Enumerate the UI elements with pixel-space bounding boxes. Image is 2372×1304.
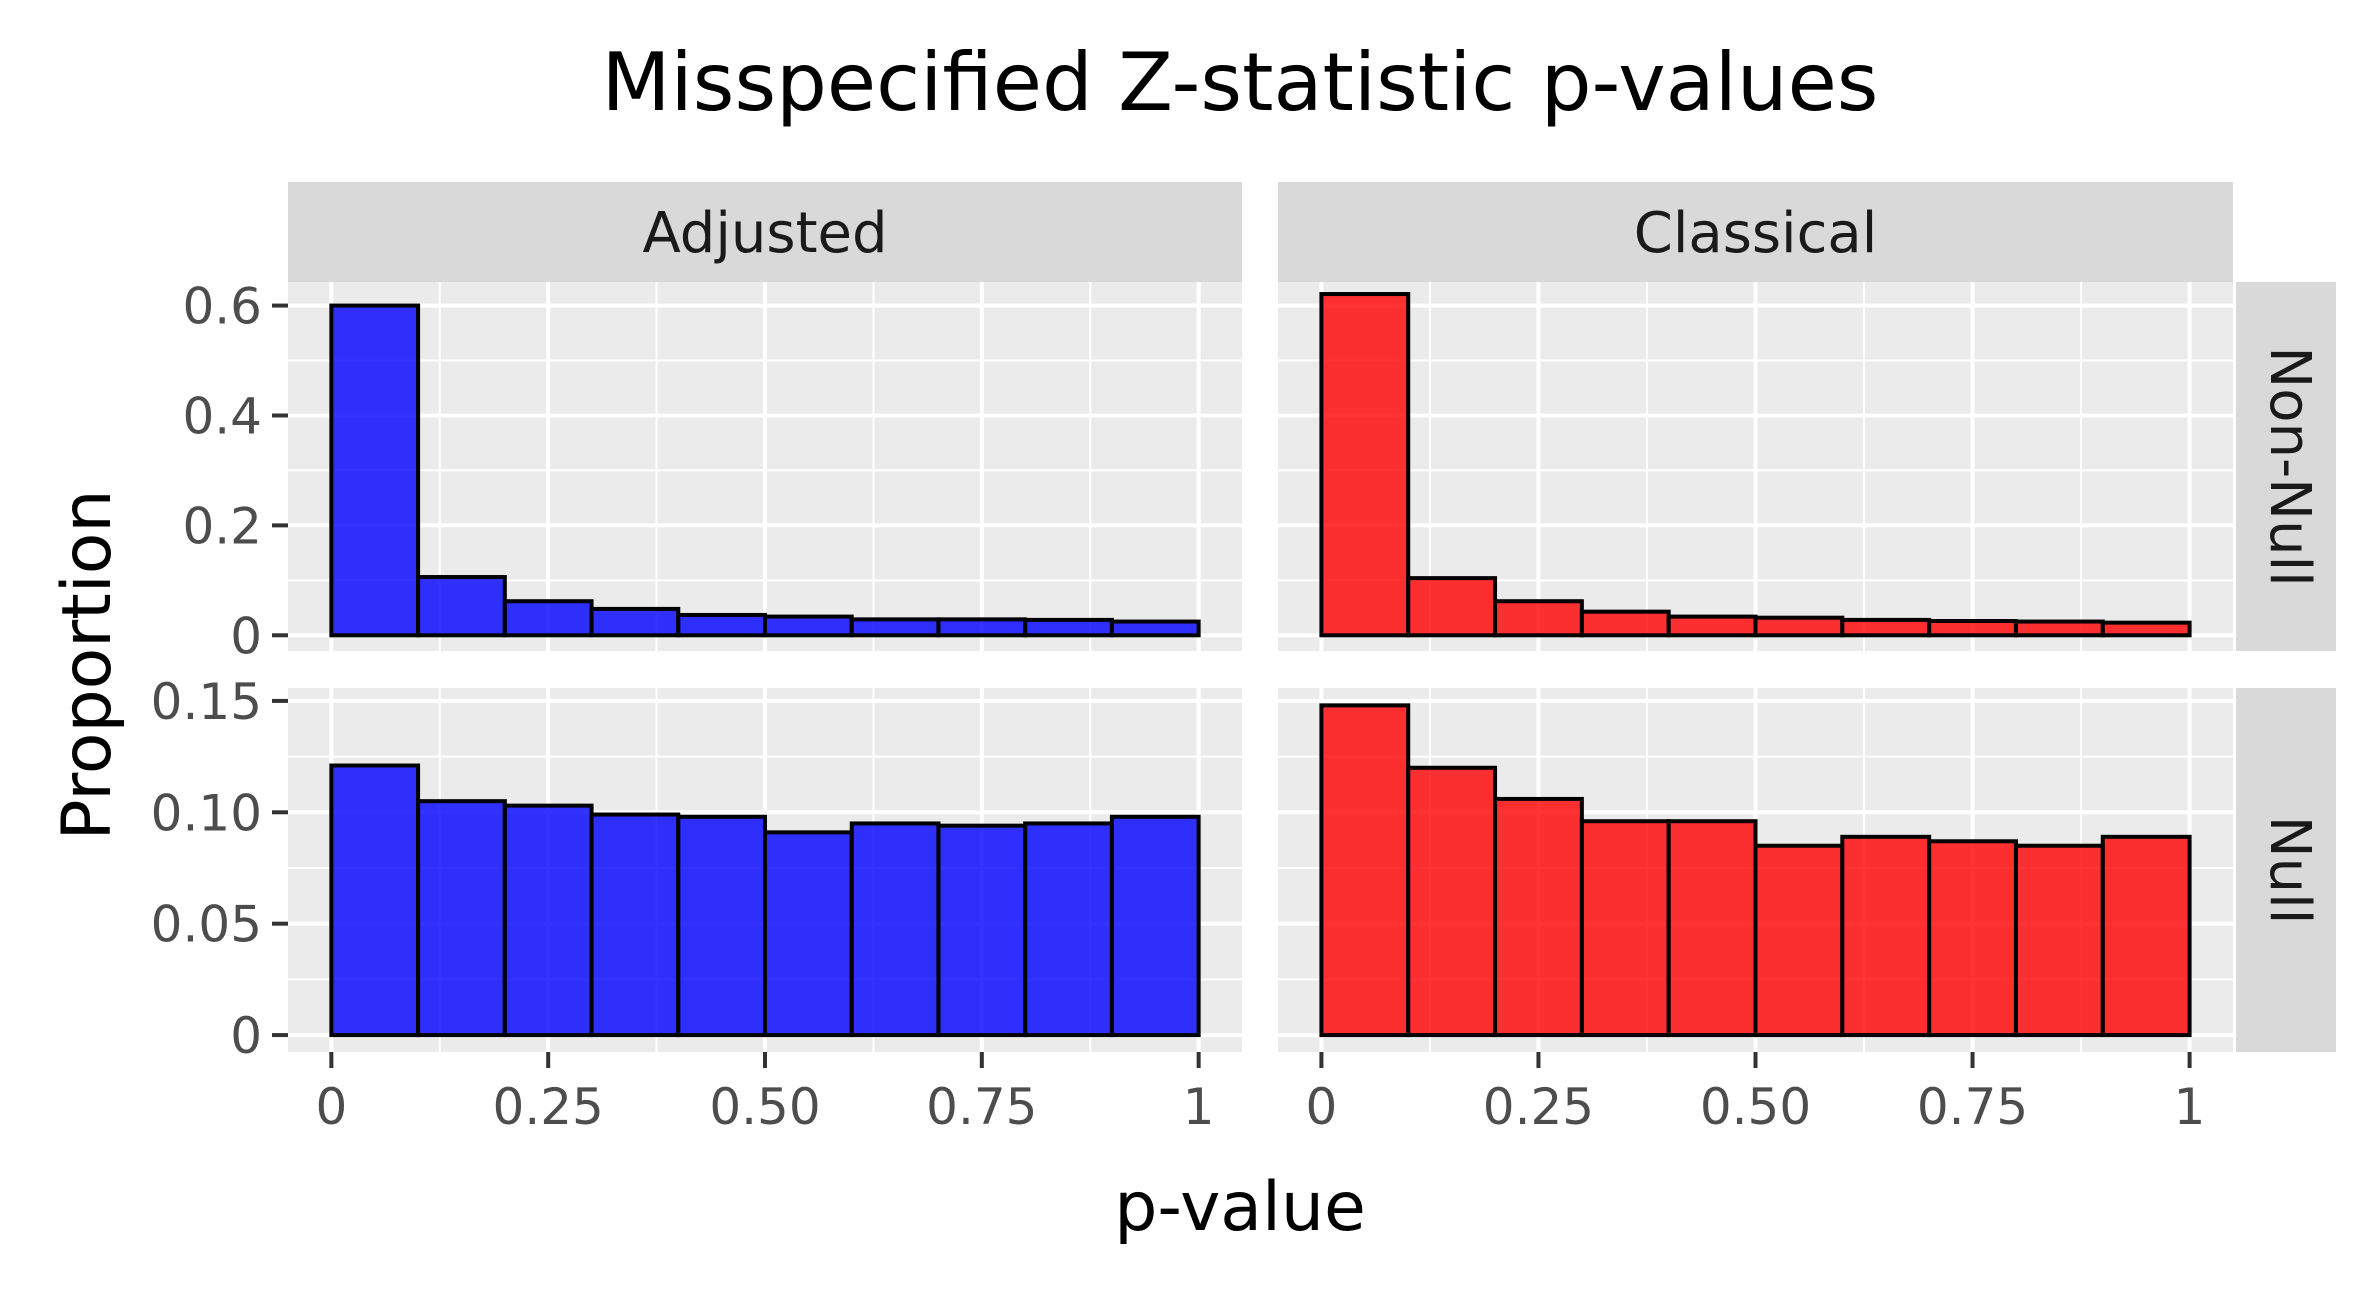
y-tick-label: 0.2 bbox=[182, 497, 262, 555]
column-strip-label-0: Adjusted bbox=[642, 201, 887, 266]
column-strip-label-1: Classical bbox=[1634, 201, 1878, 266]
histogram-bar bbox=[416, 575, 507, 638]
histogram-bar bbox=[1109, 619, 1201, 638]
x-tick-label: 0.25 bbox=[1483, 1078, 1594, 1136]
histogram-bar bbox=[1666, 614, 1758, 638]
histogram-bar bbox=[676, 612, 767, 638]
histogram-bar bbox=[329, 763, 421, 1038]
histogram-bar bbox=[1579, 819, 1671, 1038]
histogram-bar bbox=[589, 606, 681, 638]
histogram-bar bbox=[1023, 821, 1114, 1038]
row-strip-label-0: Non-Null bbox=[2257, 346, 2322, 586]
y-tick-label: 0 bbox=[230, 607, 262, 665]
histogram-bar bbox=[936, 617, 1028, 638]
x-tick-label: 0.75 bbox=[1917, 1078, 2028, 1136]
x-tick-label: 1 bbox=[1183, 1078, 1215, 1136]
histogram-bar bbox=[1023, 617, 1114, 638]
histogram-bar bbox=[1927, 618, 2018, 638]
y-tick-label: 0.4 bbox=[182, 387, 262, 445]
histogram-bar bbox=[1493, 796, 1584, 1038]
histogram-bar bbox=[763, 830, 854, 1038]
histogram-bar bbox=[2100, 620, 2192, 638]
histogram-bar bbox=[329, 303, 421, 638]
x-axis-title: p-value bbox=[1114, 1168, 1366, 1247]
y-axis-title: Proportion bbox=[48, 490, 127, 841]
x-tick-label: 0 bbox=[315, 1078, 347, 1136]
row-strip-0 bbox=[2236, 282, 2336, 651]
row-strip-label-1: Null bbox=[2257, 816, 2322, 925]
histogram-bar bbox=[2013, 619, 2105, 638]
panels-layer: Adjusted Classical Non-Null Null 0 0.2 0.4 0.6 0… bbox=[151, 182, 2336, 1136]
y-tick-label: 0.15 bbox=[151, 673, 262, 731]
panel-non-null-classical bbox=[1278, 282, 2233, 651]
histogram-bar bbox=[676, 814, 767, 1038]
histogram-bar bbox=[1753, 615, 1845, 638]
histogram-bar bbox=[1840, 617, 1932, 638]
histogram-bar bbox=[502, 599, 594, 638]
histogram-bar bbox=[1319, 292, 1411, 638]
chart-title: Misspecified Z-statistic p-values bbox=[602, 36, 1879, 129]
histogram-bar bbox=[1579, 609, 1671, 638]
histogram-bar bbox=[1927, 839, 2018, 1038]
histogram-bar bbox=[1493, 599, 1584, 638]
histogram-bar bbox=[1666, 819, 1758, 1038]
x-tick-label: 0.50 bbox=[709, 1078, 820, 1136]
histogram-bar bbox=[1406, 576, 1498, 638]
y-tick-label: 0.6 bbox=[182, 278, 262, 336]
histogram-bar bbox=[2013, 843, 2105, 1038]
y-tick-label: 0.10 bbox=[151, 784, 262, 842]
column-strip-0 bbox=[288, 182, 1242, 282]
histogram-bar bbox=[849, 617, 941, 638]
y-tick-label: 0 bbox=[230, 1007, 262, 1065]
panel-null-classical bbox=[1278, 688, 2233, 1052]
column-strip-1 bbox=[1278, 182, 2233, 282]
y-tick-label: 0.05 bbox=[151, 896, 262, 954]
histogram-bar bbox=[763, 614, 854, 638]
histogram-bar bbox=[1109, 814, 1201, 1038]
histogram-bar bbox=[1753, 843, 1845, 1038]
panel-non-null-adjusted bbox=[288, 282, 1242, 651]
histogram-bar bbox=[589, 812, 681, 1038]
histogram-bar bbox=[1319, 703, 1411, 1038]
histogram-bar bbox=[936, 823, 1028, 1038]
histogram-bar bbox=[1840, 834, 1932, 1038]
x-tick-label: 0.25 bbox=[493, 1078, 604, 1136]
histogram-bar bbox=[1406, 765, 1498, 1038]
panel-null-adjusted bbox=[288, 688, 1242, 1052]
x-tick-label: 0 bbox=[1306, 1078, 1338, 1136]
histogram-bar bbox=[416, 799, 507, 1038]
histogram-bar bbox=[2100, 834, 2192, 1038]
x-tick-label: 1 bbox=[2174, 1078, 2206, 1136]
x-tick-label: 0.50 bbox=[1700, 1078, 1811, 1136]
histogram-bar bbox=[849, 821, 941, 1038]
histogram-bar bbox=[502, 803, 594, 1038]
x-tick-label: 0.75 bbox=[926, 1078, 1037, 1136]
row-strip-1 bbox=[2236, 688, 2336, 1052]
